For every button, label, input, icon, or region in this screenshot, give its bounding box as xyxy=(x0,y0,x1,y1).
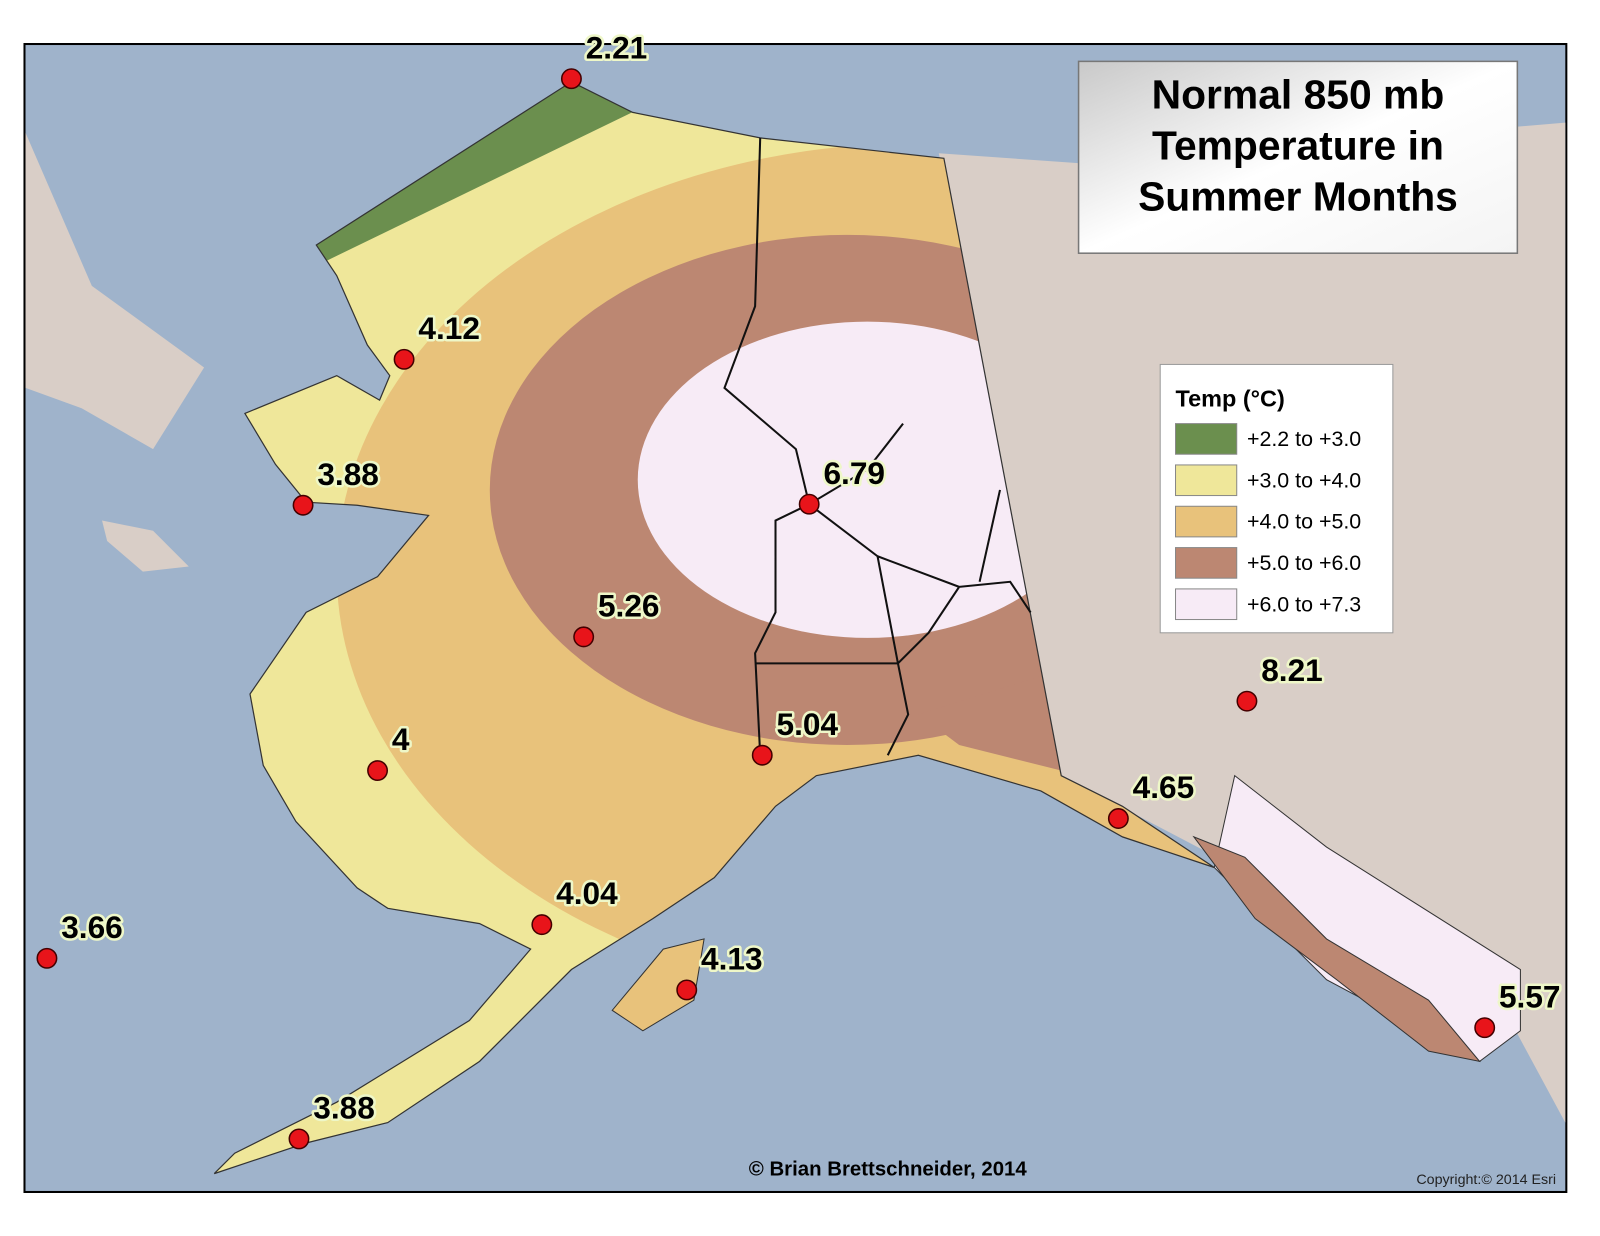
zone xyxy=(295,81,654,276)
station-marker xyxy=(288,1128,310,1150)
legend: +2.2 to +3.0 +3.0 to +4.0 +4.0 to +5.0 +5.0… xyxy=(1175,423,1361,621)
station-value: 4.65 xyxy=(1133,769,1195,805)
credit: © Brian Brettschneider, 2014 xyxy=(749,1159,1028,1181)
station-marker xyxy=(367,760,389,782)
title: Normal 850 mb Temperature in Summer Mont… xyxy=(1138,72,1458,220)
stations: 2.21 4.12 3.88 6.79 5.26 4 5.04 8.21 4.65 3.66 4.0… xyxy=(36,27,1563,1150)
russia-land xyxy=(25,132,205,450)
station-value: 4.12 xyxy=(418,310,480,346)
legend-title: Temp (°C) xyxy=(1176,385,1285,411)
legend-swatch xyxy=(1175,464,1238,497)
panhandle-islands xyxy=(1192,835,1481,1063)
station-marker xyxy=(292,494,314,516)
station-value: 3.66 xyxy=(61,909,123,945)
station-value: 5.57 xyxy=(1499,978,1561,1014)
zone xyxy=(918,663,1082,776)
legend-box xyxy=(1159,363,1394,634)
station-marker xyxy=(393,348,415,370)
station-value: 5.26 xyxy=(598,587,660,623)
legend-swatch xyxy=(1175,588,1238,621)
station-value: 4.13 xyxy=(701,941,763,977)
station-marker xyxy=(798,493,820,515)
station-marker xyxy=(560,68,582,90)
station-value: 3.88 xyxy=(317,456,379,492)
station-value: 2.21 xyxy=(586,29,648,65)
legend-label: +5.0 to +6.0 xyxy=(1247,551,1361,575)
legend-label: +3.0 to +4.0 xyxy=(1247,468,1361,492)
station-marker xyxy=(676,979,698,1001)
title-box xyxy=(1077,60,1519,254)
station-marker xyxy=(573,626,595,648)
station-marker xyxy=(531,914,553,936)
station-value: 4 xyxy=(392,721,410,757)
legend-swatch xyxy=(1175,505,1238,538)
zone xyxy=(637,321,1097,638)
island xyxy=(102,520,189,572)
station-value: 3.88 xyxy=(313,1090,375,1126)
title-wrap: Normal 850 mb Temperature in Summer Mont… xyxy=(1138,72,1458,220)
station-marker xyxy=(1107,808,1129,829)
legend-label: +6.0 to +7.3 xyxy=(1247,592,1361,616)
station-marker xyxy=(1474,1017,1496,1039)
legend-swatch xyxy=(1175,547,1238,579)
legend-label: +2.2 to +3.0 xyxy=(1247,427,1361,451)
legend-label: +4.0 to +5.0 xyxy=(1247,510,1361,534)
station-value: 8.21 xyxy=(1261,652,1323,688)
roads xyxy=(723,137,1032,756)
legend-swatch xyxy=(1175,423,1238,455)
station-value: 5.04 xyxy=(777,706,839,742)
station-value: 6.79 xyxy=(823,455,885,491)
station-marker xyxy=(1236,690,1258,712)
station-marker xyxy=(36,947,58,969)
kodiak xyxy=(611,938,705,1032)
copyright: Copyright:© 2014 Esri xyxy=(1416,1172,1556,1188)
station-value: 4.04 xyxy=(556,875,618,911)
panhandle xyxy=(1213,774,1521,1062)
station-marker xyxy=(751,744,773,766)
